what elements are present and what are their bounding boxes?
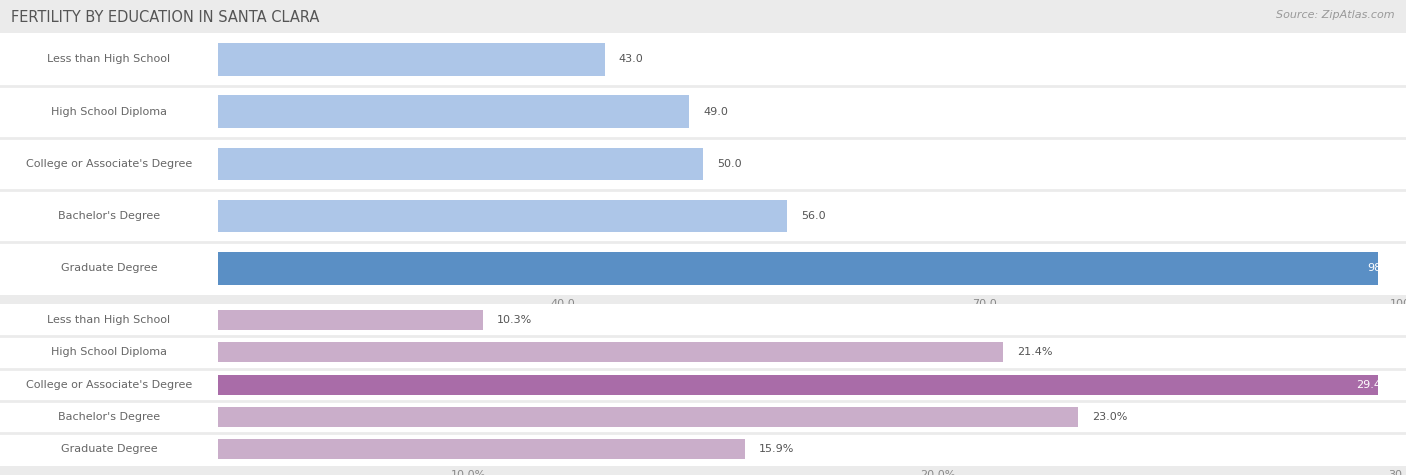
Text: 98.0: 98.0 [1367, 263, 1392, 274]
Text: Bachelor's Degree: Bachelor's Degree [58, 412, 160, 422]
Text: Source: ZipAtlas.com: Source: ZipAtlas.com [1277, 10, 1395, 19]
Text: 43.0: 43.0 [619, 54, 644, 65]
Bar [0, 342, 218, 362]
Text: 50.0: 50.0 [717, 159, 742, 169]
Bar [0, 310, 218, 330]
Bar [0, 252, 218, 285]
Bar [0, 95, 218, 128]
Text: College or Associate's Degree: College or Associate's Degree [25, 159, 193, 169]
Bar [0, 190, 1406, 242]
Bar [0, 148, 218, 180]
Bar [0, 407, 218, 427]
Bar [0, 43, 605, 76]
Text: 56.0: 56.0 [801, 211, 827, 221]
Bar [0, 200, 218, 232]
Text: Less than High School: Less than High School [48, 54, 170, 65]
Text: 49.0: 49.0 [703, 106, 728, 117]
Bar [0, 407, 1078, 427]
Text: Bachelor's Degree: Bachelor's Degree [58, 211, 160, 221]
Text: 15.9%: 15.9% [759, 444, 794, 455]
Bar [0, 310, 482, 330]
Bar [0, 433, 1406, 465]
Bar [0, 439, 218, 459]
Bar [0, 375, 218, 395]
Text: 23.0%: 23.0% [1092, 412, 1128, 422]
Bar [0, 95, 689, 128]
Text: High School Diploma: High School Diploma [51, 347, 167, 358]
Text: 21.4%: 21.4% [1017, 347, 1053, 358]
Bar [0, 138, 1406, 190]
Bar [0, 86, 1406, 138]
Bar [0, 401, 1406, 433]
Text: College or Associate's Degree: College or Associate's Degree [25, 380, 193, 390]
Bar [0, 342, 1002, 362]
Bar [0, 304, 1406, 336]
Text: Graduate Degree: Graduate Degree [60, 444, 157, 455]
Bar [0, 242, 1406, 294]
Text: Graduate Degree: Graduate Degree [60, 263, 157, 274]
Bar [0, 43, 218, 76]
Text: FERTILITY BY EDUCATION IN SANTA CLARA: FERTILITY BY EDUCATION IN SANTA CLARA [11, 10, 319, 25]
Bar [0, 33, 1406, 86]
Bar [0, 252, 1378, 285]
Text: High School Diploma: High School Diploma [51, 106, 167, 117]
Text: 10.3%: 10.3% [496, 315, 531, 325]
Bar [0, 148, 703, 180]
Text: Less than High School: Less than High School [48, 315, 170, 325]
Bar [0, 375, 1378, 395]
Text: 29.4%: 29.4% [1357, 380, 1392, 390]
Bar [0, 200, 787, 232]
Bar [0, 439, 745, 459]
Bar [0, 369, 1406, 401]
Bar [0, 336, 1406, 369]
